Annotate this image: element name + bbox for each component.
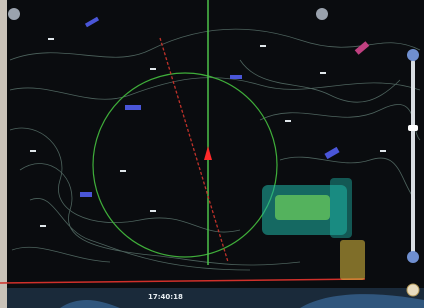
zoom-out-button[interactable] bbox=[407, 251, 419, 263]
zoom-in-button[interactable] bbox=[407, 49, 419, 61]
menu-button[interactable] bbox=[8, 8, 20, 20]
zoom-handle[interactable] bbox=[408, 125, 418, 131]
zoom-slider[interactable] bbox=[411, 60, 415, 255]
layers-button[interactable] bbox=[316, 8, 328, 20]
clock-time: 17:40:18 bbox=[148, 293, 183, 301]
map-view: 17:40:18 bbox=[0, 0, 424, 308]
frame-edge bbox=[0, 0, 7, 308]
compass-button[interactable] bbox=[407, 284, 419, 296]
map-screen: 17:40:18 bbox=[0, 0, 424, 308]
